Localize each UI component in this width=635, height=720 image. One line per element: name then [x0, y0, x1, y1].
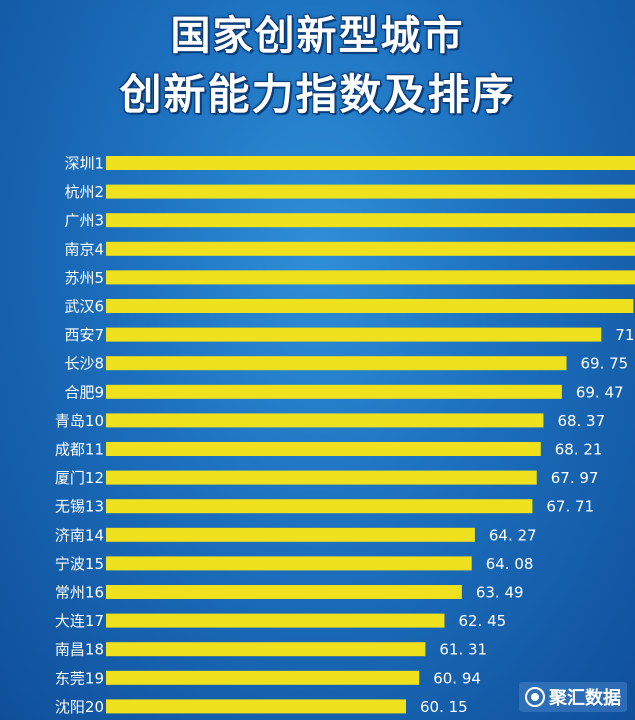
category-label: 苏州5	[64, 269, 104, 287]
bar	[106, 613, 445, 628]
bar	[106, 270, 635, 285]
category-label: 无锡13	[55, 498, 104, 516]
category-label: 常州16	[55, 584, 104, 602]
bar	[106, 585, 462, 599]
bar	[106, 442, 541, 456]
category-label: 杭州2	[64, 183, 104, 201]
bar	[106, 699, 406, 714]
category-label: 沈阳20	[55, 698, 104, 716]
bar	[106, 413, 544, 428]
bar	[106, 556, 472, 571]
bar	[106, 670, 420, 685]
value-label: 64. 27	[489, 526, 537, 544]
category-label: 济南14	[55, 526, 104, 544]
category-label: 宁波15	[55, 555, 104, 573]
bar	[106, 241, 635, 256]
value-label: 60. 15	[420, 698, 468, 716]
watermark: 聚汇数据	[519, 682, 627, 712]
category-label: 南昌18	[55, 641, 104, 659]
value-label: 64. 08	[486, 555, 534, 573]
category-label: 东莞19	[55, 669, 104, 687]
bar	[106, 470, 537, 485]
bar	[106, 356, 567, 371]
bar	[106, 184, 635, 199]
bar	[106, 384, 562, 399]
category-label: 合肥9	[64, 383, 104, 401]
category-label: 广州3	[64, 212, 104, 230]
value-label: 67. 97	[551, 469, 599, 487]
bar	[106, 327, 602, 342]
category-label: 武汉6	[64, 298, 104, 316]
value-label: 68. 21	[555, 441, 603, 459]
chart-title-line2: 创新能力指数及排序	[119, 70, 516, 119]
value-label: 63. 49	[476, 584, 524, 602]
value-label: 69. 75	[581, 355, 629, 373]
bar	[106, 499, 533, 514]
bar	[106, 642, 426, 657]
bar	[106, 156, 635, 170]
value-label: 67. 71	[546, 498, 594, 516]
category-label: 厦门12	[55, 469, 104, 487]
category-label: 大连17	[55, 612, 104, 630]
category-label: 长沙8	[64, 355, 104, 373]
value-label: 71. 83	[615, 326, 635, 344]
category-label: 深圳1	[64, 155, 104, 173]
value-label: 60. 94	[433, 669, 481, 687]
bar	[106, 527, 475, 542]
category-label: 南京4	[64, 240, 104, 258]
value-label: 68. 37	[557, 412, 605, 430]
watermark-logo-icon	[525, 687, 545, 707]
bar	[106, 213, 635, 228]
category-label: 成都11	[55, 441, 104, 459]
bar	[106, 299, 634, 313]
watermark-text: 聚汇数据	[549, 688, 621, 709]
category-label: 青岛10	[55, 412, 104, 430]
value-label: 69. 47	[576, 383, 624, 401]
value-label: 61. 31	[439, 641, 487, 659]
value-label: 62. 45	[458, 612, 506, 630]
category-label: 西安7	[64, 326, 104, 344]
chart-title-line1: 国家创新型城市	[170, 13, 465, 59]
